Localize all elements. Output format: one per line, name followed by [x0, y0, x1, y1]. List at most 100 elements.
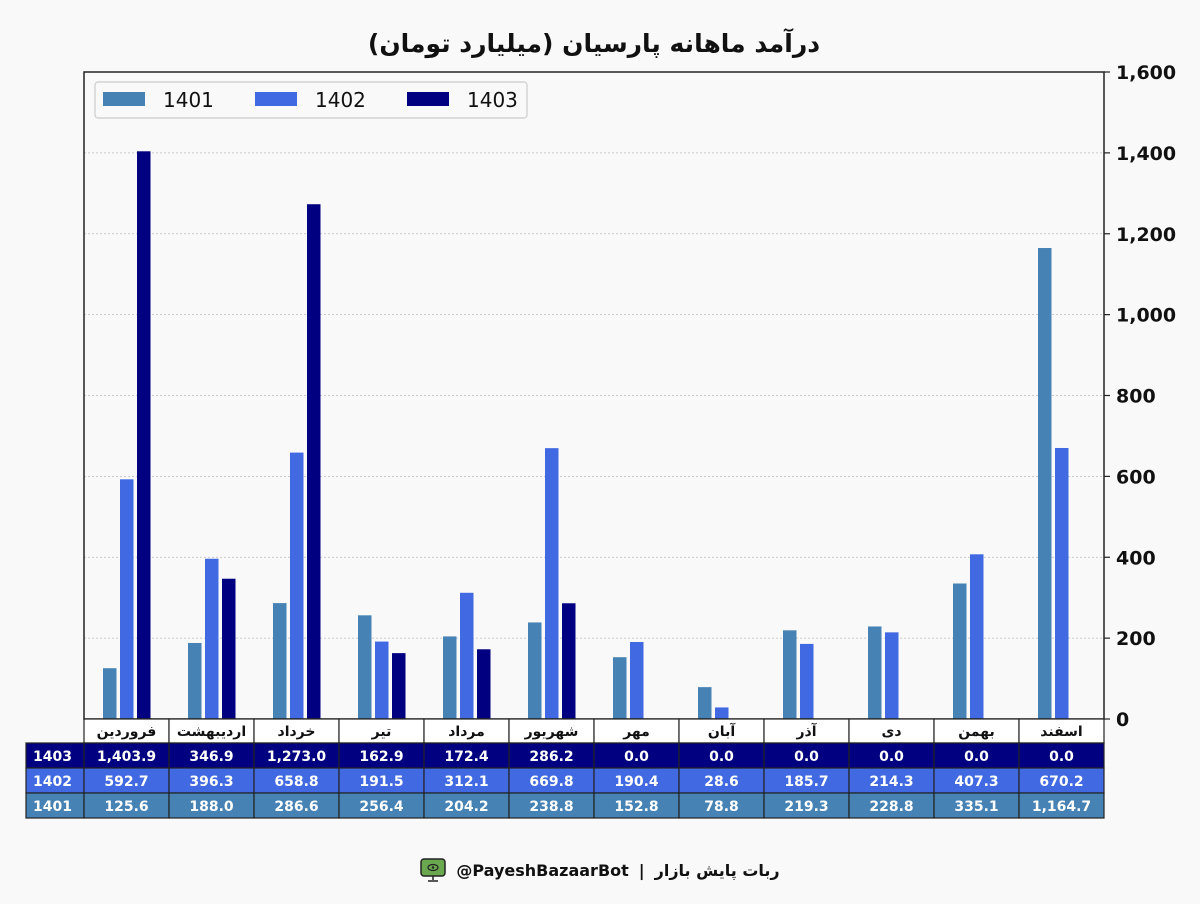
- table-cell-value: 0.0: [879, 749, 904, 765]
- table-cell-value: 592.7: [104, 774, 148, 790]
- legend-swatch-1402: [255, 92, 297, 106]
- bar-1402-10: [970, 554, 984, 719]
- bar-1401-4: [443, 636, 457, 719]
- table-header-cell: [338, 718, 425, 744]
- table-header-label: آبان: [708, 722, 736, 740]
- chart-title: درآمد ماهانه پارسیان (میلیارد تومان): [368, 28, 820, 59]
- table-cell-value: 407.3: [954, 774, 998, 790]
- legend-label-1402: 1402: [315, 88, 366, 112]
- table-cell-value: 286.6: [274, 799, 318, 815]
- table-header-label: دی: [881, 724, 901, 740]
- bar-1401-5: [528, 622, 542, 719]
- bar-1401-8: [783, 630, 797, 719]
- table-cell-value: 228.8: [869, 799, 913, 815]
- table-cell-value: 335.1: [954, 799, 998, 815]
- robot-icon: [420, 858, 447, 882]
- legend-swatch-1403: [407, 92, 449, 106]
- table-header-label: آذر: [795, 722, 817, 740]
- data-table: فروردین اردیبهشت خرداد تیر مرداد شهریور مهر آبا…: [25, 718, 1105, 819]
- table-cell-value: 312.1: [444, 774, 488, 790]
- table-cell-value: 0.0: [709, 749, 734, 765]
- table-cell-value: 1,403.9: [97, 749, 156, 765]
- table-cell-value: 256.4: [359, 799, 404, 815]
- table-cell: [593, 767, 680, 794]
- bars: [103, 151, 1069, 720]
- bar-1402-4: [460, 592, 474, 719]
- table-header-label: مرداد: [448, 724, 485, 740]
- table-cell-value: 1,273.0: [267, 749, 327, 765]
- table-cell-value: 238.8: [529, 799, 573, 815]
- table-header-label: مهر: [622, 724, 650, 740]
- table-cell: [678, 792, 765, 819]
- table-cell-value: 28.6: [704, 774, 739, 790]
- bar-1403-2: [307, 204, 321, 720]
- table-header-cell: [678, 718, 765, 744]
- y-tick-label: 800: [1116, 386, 1156, 408]
- table-cell-value: 152.8: [614, 799, 658, 815]
- table-cell: [593, 792, 680, 819]
- table-cell: [1018, 767, 1105, 794]
- bar-1401-0: [103, 668, 117, 719]
- bar-1401-10: [953, 583, 967, 719]
- table-cell-value: 204.2: [444, 799, 488, 815]
- table-row-label: 1401: [33, 799, 72, 815]
- bar-1403-4: [477, 649, 491, 719]
- y-tick-label: 1,400: [1116, 143, 1176, 165]
- y-tick-label: 1,000: [1116, 305, 1176, 327]
- y-tick-label: 1,200: [1116, 224, 1176, 246]
- bar-1401-11: [1038, 248, 1052, 719]
- y-axis: 0 200 400 600 800 1,000 1,200 1,400 1,600: [1104, 62, 1176, 731]
- y-tick-label: 0: [1116, 709, 1129, 731]
- table-cell-value: 219.3: [784, 799, 828, 815]
- table-cell-value: 185.7: [784, 774, 828, 790]
- table-cell: [83, 767, 170, 794]
- bar-1401-9: [868, 626, 882, 719]
- table-cell-value: 658.8: [274, 774, 318, 790]
- bar-1402-8: [800, 643, 814, 719]
- table-cell: [423, 792, 510, 819]
- bar-1402-1: [205, 558, 219, 719]
- bot-handle[interactable]: @PayeshBazaarBot: [456, 860, 629, 880]
- bar-1402-11: [1055, 447, 1069, 719]
- legend-label-1401: 1401: [163, 88, 214, 112]
- table-cell: [508, 767, 595, 794]
- bar-1403-3: [392, 653, 406, 719]
- table-header-label: اسفند: [1040, 724, 1082, 740]
- bar-1403-1: [222, 578, 236, 719]
- table-header-label: خرداد: [278, 724, 316, 740]
- table-cell: [1018, 742, 1105, 769]
- bar-1402-9: [885, 632, 899, 719]
- table-header-label: بهمن: [958, 724, 994, 740]
- bar-1403-5: [562, 603, 576, 719]
- table-cell-value: 125.6: [104, 799, 148, 815]
- table-header-cell: [1018, 718, 1105, 744]
- table-cell-value: 669.8: [529, 774, 573, 790]
- table-cell: [423, 742, 510, 769]
- bot-name: ربات پایش بازار: [654, 860, 780, 880]
- legend-label-1403: 1403: [467, 88, 518, 112]
- footer-separator: |: [638, 860, 645, 880]
- y-tick-label: 400: [1116, 547, 1156, 569]
- table-row-header-cell: [25, 742, 85, 769]
- table-cell-value: 0.0: [1049, 749, 1074, 765]
- table-cell-value: 286.2: [529, 749, 573, 765]
- legend-box: [94, 81, 528, 119]
- bar-1401-7: [698, 687, 712, 719]
- table-cell: [1018, 792, 1105, 819]
- bar-1403-0: [137, 151, 151, 719]
- y-tick-label: 200: [1116, 628, 1156, 650]
- bar-1401-2: [273, 603, 287, 719]
- table-cell: [168, 792, 255, 819]
- table-cell: [933, 792, 1020, 819]
- table-cell: [338, 792, 425, 819]
- table-cell-value: 162.9: [359, 749, 403, 765]
- footer: @PayeshBazaarBot | ربات پایش بازار: [0, 858, 1200, 882]
- gridlines: [84, 152, 1104, 639]
- table-cell-value: 1,164.7: [1032, 799, 1091, 815]
- bar-1402-3: [375, 641, 389, 719]
- bar-1402-2: [290, 452, 304, 719]
- table-row-label: 1403: [33, 749, 72, 765]
- table-cell-value: 396.3: [189, 774, 233, 790]
- table-header-label: اردیبهشت: [177, 724, 246, 740]
